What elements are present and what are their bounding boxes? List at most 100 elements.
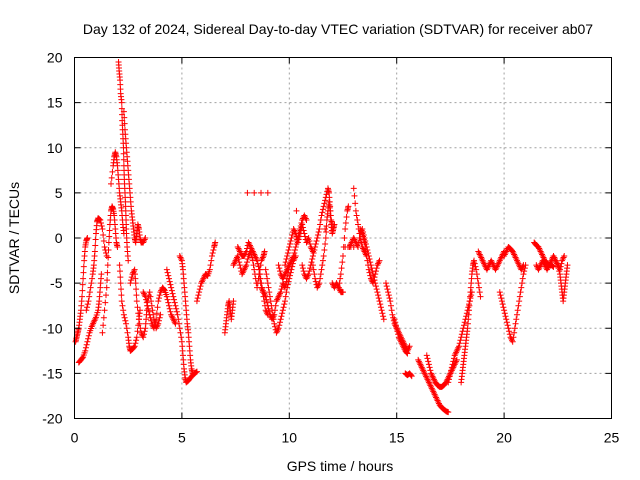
series-track-24: [335, 284, 346, 296]
data-point: [164, 269, 171, 276]
y-axis-label: SDTVAR / TECUs: [6, 182, 22, 294]
data-point: [311, 271, 318, 278]
data-point: [424, 355, 431, 362]
data-point: [322, 225, 329, 232]
data-point: [266, 289, 273, 296]
data-point: [166, 305, 173, 312]
data-point: [323, 228, 330, 235]
data-point: [309, 256, 316, 263]
y-tick-label: 0: [55, 230, 63, 246]
axis-ticks: 0 5 10 15 20 25 -20 -15 -10 -5 0 5 10 15 20: [42, 50, 619, 446]
data-point: [475, 280, 482, 287]
data-point: [167, 281, 174, 288]
data-point: [357, 238, 364, 245]
data-point: [388, 307, 395, 314]
data-point: [100, 314, 107, 321]
data-point: [262, 266, 269, 273]
data-point: [255, 263, 262, 270]
data-point: [264, 280, 271, 287]
data-point: [128, 277, 135, 284]
data-point: [320, 253, 327, 260]
data-point: [265, 305, 272, 312]
data-point: [287, 238, 294, 245]
data-point: [296, 228, 303, 235]
y-tick-label: 10: [47, 140, 63, 156]
data-point: [244, 259, 251, 266]
data-point: [317, 271, 324, 278]
data-point: [501, 307, 508, 314]
data-point: [516, 298, 523, 305]
data-point: [354, 216, 361, 223]
data-point: [153, 316, 160, 323]
data-point: [337, 271, 344, 278]
data-point: [519, 280, 525, 287]
data-point: [312, 244, 319, 251]
data-point: [498, 295, 505, 302]
data-point: [123, 320, 130, 327]
data-point: [448, 364, 455, 371]
data-point: [256, 275, 263, 282]
series-track-8: [116, 262, 144, 354]
data-point: [455, 343, 462, 350]
series-track-29: [391, 316, 411, 357]
data-point: [134, 304, 141, 311]
data-point: [371, 274, 378, 281]
data-point: [147, 314, 154, 321]
data-point: [79, 293, 86, 300]
data-point: [121, 314, 128, 321]
data-point: [97, 216, 104, 223]
data-point: [137, 325, 144, 332]
data-point: [84, 301, 91, 308]
data-point: [282, 284, 289, 291]
data-point: [243, 248, 250, 255]
data-point: [155, 298, 162, 305]
data-point: [79, 287, 86, 294]
data-point: [104, 262, 111, 269]
data-point: [319, 206, 326, 213]
data-point: [315, 228, 322, 235]
data-point: [142, 235, 149, 241]
data-point: [395, 331, 402, 338]
data-point: [353, 212, 360, 219]
data-point: [377, 301, 384, 308]
data-point: [157, 311, 164, 318]
data-point: [132, 340, 139, 347]
data-point: [262, 293, 269, 300]
data-point: [509, 338, 516, 345]
data-point: [282, 281, 289, 288]
data-point: [82, 344, 89, 351]
data-point: [374, 289, 381, 296]
data-point: [456, 340, 463, 347]
data-point: [288, 235, 295, 241]
data-point: [513, 311, 520, 318]
data-point: [351, 192, 358, 199]
y-tick-label: 5: [55, 185, 63, 201]
data-point: [511, 329, 518, 336]
data-point: [105, 254, 112, 261]
data-point: [276, 268, 283, 275]
series-track-20: [275, 212, 310, 282]
series-track-10: [140, 284, 179, 332]
data-point: [256, 271, 263, 278]
data-point: [503, 316, 510, 323]
data-point: [236, 262, 243, 269]
data-point: [331, 221, 338, 228]
data-point: [98, 222, 105, 229]
data-point: [276, 319, 283, 326]
data-point: [501, 310, 508, 317]
data-point: [380, 313, 387, 320]
data-point: [314, 235, 321, 241]
x-tick-label: 25: [604, 430, 620, 446]
x-axis-label: GPS time / hours: [287, 458, 394, 474]
data-point: [306, 238, 313, 245]
data-point: [382, 280, 389, 287]
data-point: [271, 311, 278, 318]
data-point: [133, 292, 140, 299]
data-point: [378, 307, 385, 314]
data-point: [168, 284, 175, 291]
data-point: [310, 266, 317, 273]
data-point: [118, 292, 125, 299]
data-point: [251, 189, 258, 196]
data-point: [189, 370, 196, 377]
